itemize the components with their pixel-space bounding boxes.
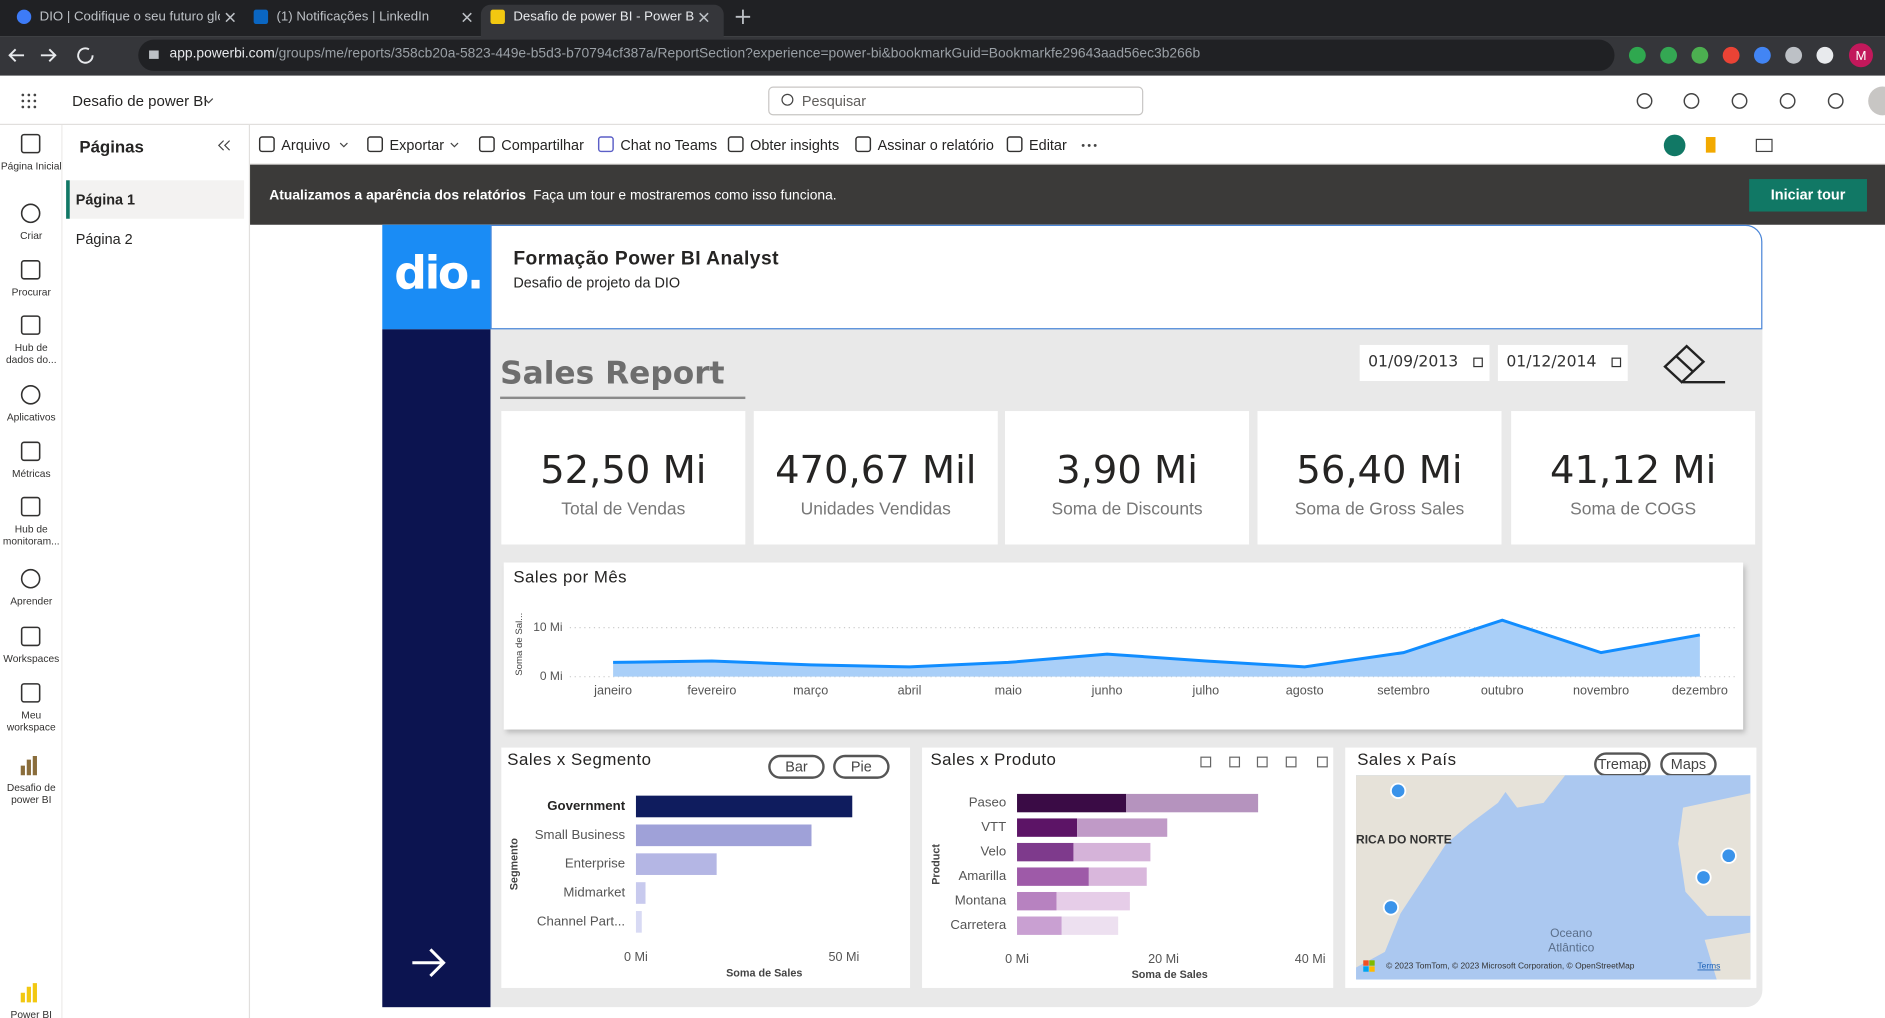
report-heading: Sales Report: [500, 355, 725, 392]
kpi-value: 52,50 Mi: [540, 447, 707, 493]
tab-title[interactable]: Desafio de power BI - Power BI: [513, 9, 694, 25]
url-path-span: /groups/me/reports/358cb20a-5823-449e-b5…: [274, 46, 1201, 62]
search-placeholder[interactable]: Pesquisar: [801, 92, 867, 110]
map-card: [1345, 747, 1757, 988]
kpi-card: [1511, 411, 1756, 545]
pages-pane: [62, 124, 251, 1018]
kpi-card: [753, 411, 998, 545]
kpi-value: 41,12 Mi: [1550, 447, 1717, 493]
kpi-label: Unidades Vendidas: [800, 499, 951, 520]
search-box[interactable]: [768, 86, 1144, 116]
toolbar: [250, 124, 1885, 165]
date-box[interactable]: [1359, 344, 1490, 381]
toggle-button[interactable]: Bar: [768, 754, 825, 779]
nav-label[interactable]: Procurar: [11, 286, 51, 299]
heading-underline: [500, 396, 746, 400]
kpi-value: 56,40 Mi: [1296, 447, 1463, 493]
nav-label[interactable]: Criar: [20, 229, 43, 242]
toolbar-item[interactable]: Exportar: [389, 137, 445, 154]
kpi-card: [1257, 411, 1502, 545]
banner-normal-span: Faça um tour e mostraremos como isso fun…: [533, 188, 837, 204]
pages-title: Páginas: [79, 137, 144, 157]
tab-title[interactable]: (1) Notificações | LinkedIn: [276, 9, 430, 25]
app-header: [0, 75, 1885, 125]
page-item[interactable]: Página 1: [75, 191, 136, 208]
kpi-label: Soma de COGS: [1570, 499, 1697, 520]
toolbar-item[interactable]: Obter insights: [750, 137, 840, 154]
url[interactable]: app.powerbi.com/groups/me/reports/358cb2…: [170, 47, 1201, 61]
tour-button[interactable]: Iniciar tour: [1749, 179, 1867, 212]
toggle-button[interactable]: Maps: [1660, 752, 1717, 777]
banner: [250, 164, 1885, 225]
nav-label[interactable]: Workspaces: [3, 652, 60, 665]
kpi-value: 470,67 Mil: [775, 447, 977, 493]
side-strip: [382, 329, 491, 1008]
url-host-span: app.powerbi.com: [169, 46, 275, 62]
nav-label[interactable]: Aplicativos: [6, 411, 56, 424]
banner-bold-span: Atualizamos a aparência dos relatórios: [269, 188, 526, 204]
date-text: 01/09/2013: [1368, 353, 1459, 372]
logo-text: dio.: [394, 246, 484, 300]
toolbar-item[interactable]: Compartilhar: [501, 137, 584, 154]
toolbar-item[interactable]: Assinar o relatório: [877, 137, 994, 154]
nav-label[interactable]: Página Inicial: [0, 159, 62, 172]
nav-label[interactable]: Power BI: [10, 1008, 52, 1018]
selected-page[interactable]: [66, 180, 245, 219]
kpi-label: Total de Vendas: [561, 499, 686, 520]
kpi-card: [501, 411, 746, 545]
report-title: Formação Power BI Analyst: [513, 248, 780, 270]
nav-label[interactable]: Aprender: [10, 594, 53, 607]
segment-card: [501, 747, 911, 988]
nav-label[interactable]: Hub de dados do...: [5, 341, 57, 366]
date-box[interactable]: [1497, 344, 1628, 381]
tab-bar: [0, 0, 1885, 37]
nav-label[interactable]: Meu workspace: [6, 709, 56, 734]
toggle-button[interactable]: Tremap: [1594, 752, 1651, 777]
active-tab: [480, 4, 724, 39]
tab-title[interactable]: DIO | Codifique o seu futuro glo: [39, 9, 220, 25]
report-name[interactable]: Desafio de power BI: [72, 92, 208, 110]
product-card: [922, 747, 1334, 988]
report-subtitle: Desafio de projeto da DIO: [513, 274, 681, 291]
url-field[interactable]: [138, 39, 1615, 71]
logo-block: [382, 224, 491, 330]
page-item[interactable]: Página 2: [75, 230, 133, 248]
banner-text: Atualizamos a aparência dos relatórios Fa…: [269, 189, 836, 203]
kpi-label: Soma de Discounts: [1051, 499, 1203, 520]
nav-label[interactable]: Desafio de power BI: [6, 781, 56, 806]
kpi-card: [1005, 411, 1250, 545]
date-text: 01/12/2014: [1506, 353, 1597, 372]
nav-label[interactable]: Hub de monitoram...: [2, 522, 60, 547]
nav-label[interactable]: Métricas: [11, 467, 51, 480]
kpi-label: Soma de Gross Sales: [1294, 499, 1465, 520]
toolbar-item[interactable]: Chat no Teams: [620, 137, 718, 154]
toggle-button[interactable]: Pie: [833, 754, 890, 779]
line-card: [503, 562, 1744, 730]
toolbar-item[interactable]: Arquivo: [281, 137, 331, 154]
toolbar-item[interactable]: Editar: [1029, 137, 1067, 154]
report-header: [490, 224, 1763, 330]
left-nav: [0, 124, 63, 1018]
kpi-value: 3,90 Mi: [1056, 447, 1198, 493]
